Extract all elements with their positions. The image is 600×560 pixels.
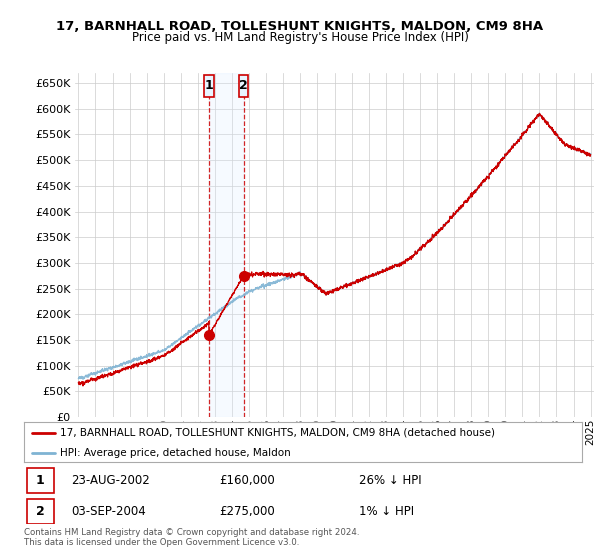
Text: 26% ↓ HPI: 26% ↓ HPI bbox=[359, 474, 421, 487]
Text: 2: 2 bbox=[239, 79, 248, 92]
Text: 2: 2 bbox=[36, 505, 44, 519]
Text: 17, BARNHALL ROAD, TOLLESHUNT KNIGHTS, MALDON, CM9 8HA (detached house): 17, BARNHALL ROAD, TOLLESHUNT KNIGHTS, M… bbox=[60, 428, 495, 438]
Text: 23-AUG-2002: 23-AUG-2002 bbox=[71, 474, 150, 487]
Bar bbox=[239, 74, 248, 97]
Text: 17, BARNHALL ROAD, TOLLESHUNT KNIGHTS, MALDON, CM9 8HA: 17, BARNHALL ROAD, TOLLESHUNT KNIGHTS, M… bbox=[56, 20, 544, 32]
Text: 1: 1 bbox=[36, 474, 44, 487]
Text: Price paid vs. HM Land Registry's House Price Index (HPI): Price paid vs. HM Land Registry's House … bbox=[131, 31, 469, 44]
Text: HPI: Average price, detached house, Maldon: HPI: Average price, detached house, Mald… bbox=[60, 448, 291, 458]
Text: 1% ↓ HPI: 1% ↓ HPI bbox=[359, 505, 414, 519]
Bar bbox=[204, 74, 214, 97]
Text: £160,000: £160,000 bbox=[220, 474, 275, 487]
Bar bbox=[209, 73, 244, 417]
Text: £275,000: £275,000 bbox=[220, 505, 275, 519]
Text: 03-SEP-2004: 03-SEP-2004 bbox=[71, 505, 146, 519]
Bar bbox=[27, 468, 53, 493]
Bar bbox=[27, 500, 53, 524]
Text: 1: 1 bbox=[205, 79, 213, 92]
Text: Contains HM Land Registry data © Crown copyright and database right 2024.
This d: Contains HM Land Registry data © Crown c… bbox=[24, 528, 359, 547]
